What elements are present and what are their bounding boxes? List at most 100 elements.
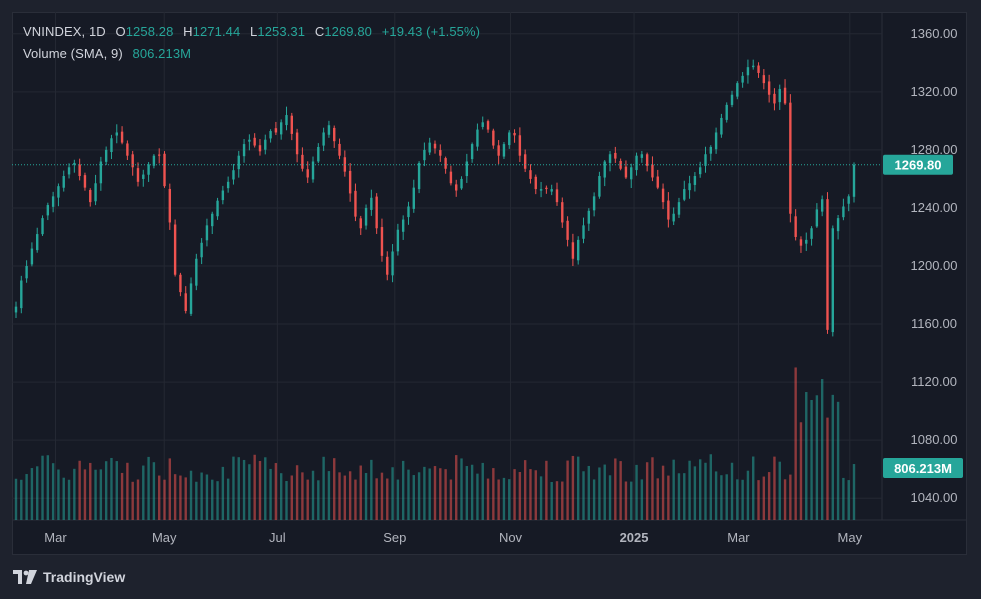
candle-body: [725, 104, 728, 120]
volume-bar: [333, 458, 336, 520]
candle-body: [619, 160, 622, 169]
candle-body: [752, 65, 755, 68]
candle-body: [852, 164, 856, 197]
candle-body: [831, 228, 834, 333]
volume-bar: [306, 479, 309, 520]
volume-bar: [301, 472, 304, 520]
volume-bar: [290, 475, 293, 520]
x-tick-label: Sep: [383, 530, 406, 545]
volume-bar: [667, 475, 670, 520]
candle-body: [173, 224, 177, 275]
volume-bar: [614, 458, 617, 520]
candle-body: [221, 190, 225, 201]
candle-body: [502, 144, 506, 157]
volume-bar: [752, 456, 755, 520]
candle-body: [720, 117, 723, 135]
candle-body: [62, 176, 65, 188]
candle-body: [736, 83, 739, 97]
volume-bar: [497, 479, 500, 520]
volume-bar: [354, 479, 357, 520]
candle-body: [237, 155, 240, 170]
candle-body: [78, 164, 81, 177]
volume-bars: [14, 367, 856, 520]
volume-bar: [518, 471, 522, 520]
volume-bar: [736, 479, 739, 520]
volume-bar: [619, 461, 622, 520]
candle-body: [449, 171, 453, 184]
volume-bar: [104, 461, 108, 520]
volume-bar: [624, 481, 628, 520]
x-tick-label: Nov: [499, 530, 523, 545]
candle-body: [41, 218, 44, 235]
volume-bar: [842, 477, 845, 520]
y-tick-label: 1200.00: [911, 258, 958, 273]
volume-bar: [14, 478, 18, 520]
volume-bar: [555, 481, 559, 520]
volume-bar: [486, 478, 490, 520]
candle-body: [391, 251, 394, 276]
candle-body: [630, 167, 633, 180]
volume-bar: [836, 401, 840, 520]
volume-bar: [502, 477, 506, 520]
volume-bar: [120, 472, 124, 520]
volume-bar: [698, 459, 702, 520]
volume-bar: [767, 472, 771, 520]
candle-body: [147, 164, 150, 175]
brand-name: TradingView: [43, 569, 126, 585]
candle-body: [232, 170, 235, 180]
candle-body: [348, 170, 352, 194]
candle-body: [417, 162, 421, 190]
volume-bar: [598, 467, 601, 520]
candle-body: [810, 228, 813, 239]
volume-bar: [470, 464, 474, 520]
candle-body: [603, 161, 606, 178]
volume-bar: [417, 472, 421, 520]
candle-body: [295, 132, 299, 155]
candle-body: [36, 234, 39, 251]
volume-bar: [439, 468, 442, 520]
candle-body: [327, 125, 331, 135]
volume-bar: [78, 460, 81, 520]
volume-bar: [683, 473, 686, 520]
volume-bar: [730, 462, 734, 520]
candle-body: [555, 189, 559, 203]
y-tick-label: 1320.00: [911, 84, 958, 99]
volume-bar: [799, 422, 803, 520]
candle-body: [338, 143, 341, 156]
volume-bar: [539, 476, 543, 520]
volume-bar: [401, 460, 405, 520]
candle-body: [688, 183, 691, 191]
volume-bar: [226, 478, 230, 520]
price-chart[interactable]: 1360.00 1320.00 1280.00 1240.00 1200.00 1160.…: [12, 12, 967, 555]
candle-body: [476, 129, 479, 147]
candle-body: [269, 131, 272, 139]
candle-body: [94, 183, 97, 202]
candle-body: [57, 186, 60, 198]
volume-bar: [110, 457, 113, 520]
volume-bar: [253, 454, 256, 520]
candle-body: [25, 266, 28, 279]
tradingview-brand[interactable]: TradingView: [13, 568, 125, 586]
close-label: C: [314, 24, 325, 39]
volume-bar: [264, 457, 267, 520]
x-tick-label: 2025: [620, 530, 649, 545]
volume-bar: [221, 466, 225, 520]
volume-bar: [455, 455, 458, 520]
volume-bar: [449, 479, 453, 520]
candle-body: [274, 128, 278, 133]
volume-bar: [99, 469, 103, 520]
volume-bar: [158, 475, 161, 520]
volume-bar: [41, 455, 44, 520]
candle-body: [481, 122, 484, 127]
candle-body: [571, 242, 575, 259]
volume-bar: [396, 479, 400, 520]
volume-bar: [550, 481, 553, 520]
candle-body: [741, 75, 744, 83]
volume-bar: [131, 481, 134, 520]
candle-body: [226, 181, 230, 189]
candle-body: [51, 196, 55, 207]
volume-bar: [566, 460, 569, 520]
volume-bar: [380, 472, 384, 520]
symbol-name: VNINDEX: [23, 24, 82, 39]
chart-frame[interactable]: [12, 12, 967, 555]
